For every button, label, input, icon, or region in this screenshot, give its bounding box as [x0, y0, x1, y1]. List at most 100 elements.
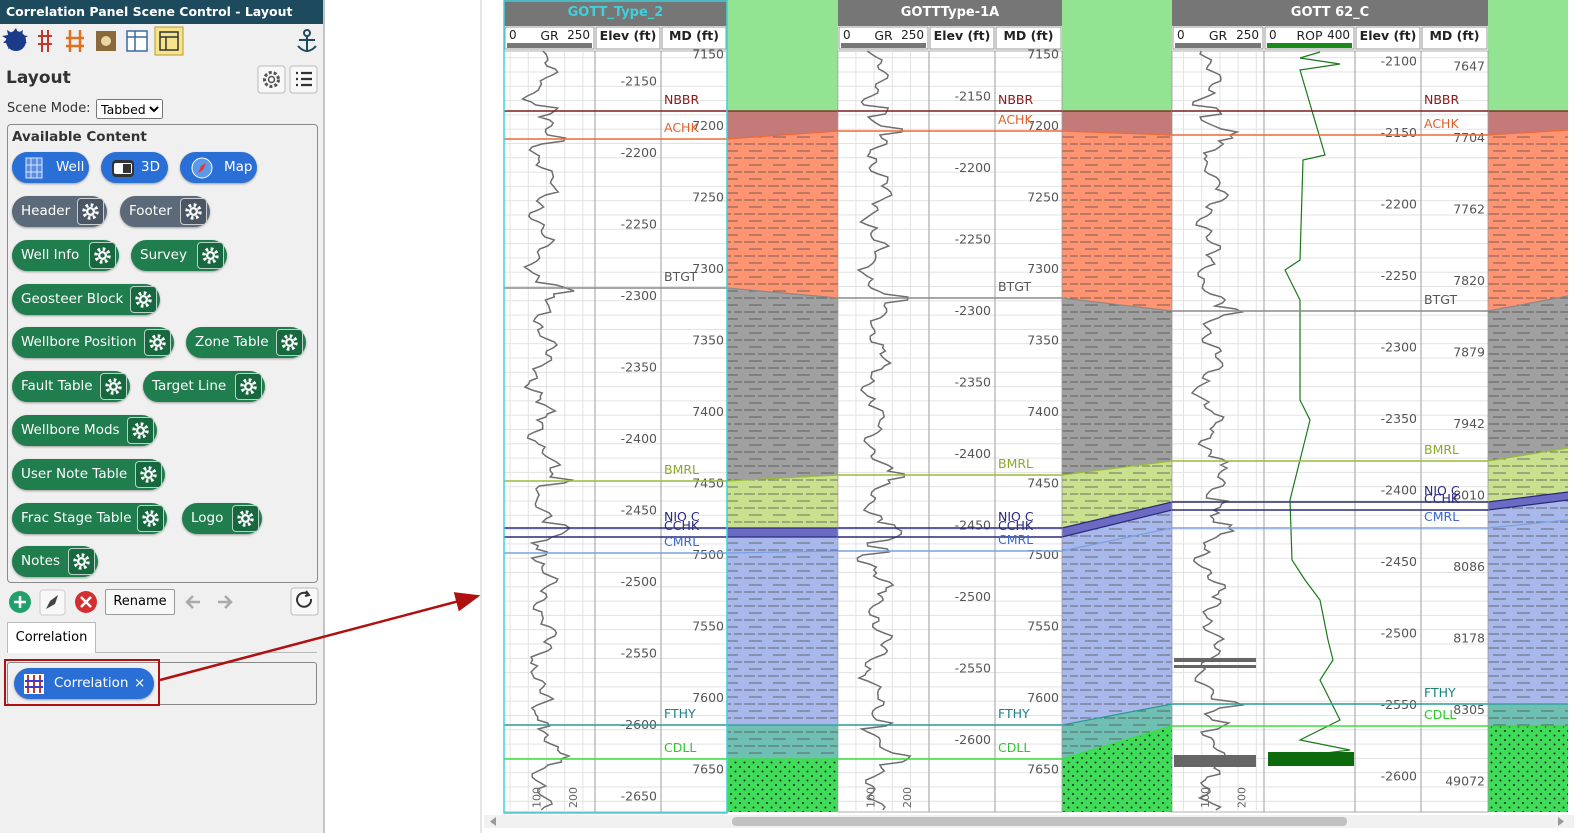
content-button-settings[interactable] — [137, 505, 164, 532]
content-button[interactable]: Fault Table — [12, 371, 130, 402]
content-button[interactable]: Header — [12, 196, 107, 227]
content-button-settings[interactable] — [180, 198, 207, 225]
md-label: 7200 — [1027, 118, 1059, 133]
formation-top-label: NIO C — [1424, 483, 1460, 498]
formation-top-label: CCHK — [998, 518, 1034, 533]
elev-label: -2250 — [1381, 268, 1417, 283]
formation-top-label: BTGT — [1424, 292, 1457, 307]
md-label: 7450 — [692, 476, 724, 491]
elev-label: -2400 — [1381, 483, 1417, 498]
correlation-icon[interactable] — [66, 30, 84, 52]
settings-button[interactable] — [257, 65, 286, 94]
content-button-settings[interactable] — [232, 505, 259, 532]
md-label: 7550 — [692, 619, 724, 634]
track-body — [660, 50, 728, 813]
content-button-settings[interactable] — [197, 242, 224, 269]
scene-mode-select[interactable]: Tabbed — [96, 99, 163, 119]
content-button[interactable]: Geosteer Block — [12, 284, 160, 315]
zone-boundary — [1061, 297, 1173, 312]
track-header — [595, 26, 661, 50]
track-max: 400 — [1327, 28, 1350, 42]
content-button-label: Footer — [129, 203, 172, 219]
formation-top-label: BMRL — [664, 462, 699, 477]
content-button-settings[interactable] — [77, 198, 104, 225]
zone-boundary — [1487, 129, 1569, 136]
content-button-label: Map — [224, 159, 253, 175]
panel-heading: Layout — [6, 68, 71, 88]
rop-curve — [1269, 51, 1351, 761]
content-button[interactable]: Well Info — [12, 240, 119, 271]
content-button-settings[interactable] — [135, 461, 162, 488]
content-button[interactable]: Wellbore Mods — [12, 415, 157, 446]
gr-block — [1174, 665, 1256, 668]
content-button[interactable]: Footer — [120, 196, 210, 227]
gear-icon — [202, 247, 219, 264]
zone-pattern — [1062, 461, 1172, 528]
content-button[interactable]: Notes — [12, 546, 98, 577]
md-label: 7600 — [1027, 690, 1059, 705]
elev-label: -2300 — [621, 288, 657, 303]
zone-boundary — [1487, 499, 1569, 511]
available-content-box — [7, 124, 318, 583]
track-title: MD (ft) — [1003, 28, 1053, 43]
launch-button[interactable] — [39, 589, 66, 616]
content-button[interactable]: Wellbore Position — [12, 327, 174, 358]
wells-icon[interactable] — [38, 30, 52, 52]
table-icon[interactable] — [126, 30, 148, 52]
track-header — [929, 26, 995, 50]
content-button-settings[interactable] — [276, 329, 303, 356]
layout-icon[interactable] — [154, 26, 184, 56]
zone-fill — [1488, 448, 1568, 502]
scene-item-chip[interactable]: Correlation × — [14, 668, 154, 699]
content-button[interactable]: Target Line — [143, 371, 265, 402]
elev-label: -2400 — [621, 431, 657, 446]
content-button-settings[interactable] — [127, 417, 154, 444]
content-button[interactable]: Survey — [131, 240, 227, 271]
content-button[interactable]: Logo — [182, 503, 262, 534]
content-button[interactable]: 3D — [101, 152, 168, 183]
zone-pattern — [727, 288, 838, 481]
gear-icon — [132, 422, 149, 439]
elev-label: -2500 — [621, 574, 657, 589]
scene-item-close[interactable]: × — [134, 675, 146, 691]
content-button-settings[interactable] — [100, 373, 127, 400]
content-button-settings[interactable] — [130, 286, 157, 313]
content-button[interactable]: User Note Table — [12, 459, 165, 490]
content-button-settings[interactable] — [89, 242, 116, 269]
md-label: 7500 — [692, 547, 724, 562]
map-icon[interactable] — [96, 31, 116, 51]
content-button[interactable]: Zone Table — [186, 327, 306, 358]
zone-pattern — [727, 537, 838, 725]
move-right-button[interactable] — [218, 595, 233, 609]
gear-icon — [149, 334, 166, 351]
content-button-settings[interactable] — [144, 329, 171, 356]
elev-label: -2300 — [1381, 340, 1417, 355]
content-button-settings[interactable] — [68, 548, 95, 575]
refresh-button[interactable] — [290, 587, 319, 616]
list-button[interactable] — [289, 65, 318, 94]
scene-tab[interactable]: Correlation — [7, 622, 96, 653]
rename-button[interactable]: Rename — [105, 589, 175, 615]
scrollbar-thumb — [732, 817, 1347, 826]
track-min: 0 — [1269, 28, 1277, 42]
gear-icon — [94, 247, 111, 264]
content-button[interactable]: Frac Stage Table — [12, 503, 167, 534]
md-label: 7150 — [692, 47, 724, 62]
md-label: 8086 — [1453, 559, 1485, 574]
zone-boundary — [1061, 130, 1173, 136]
content-button[interactable]: Well — [12, 152, 89, 183]
track-max: 250 — [1236, 28, 1259, 42]
content-button-label: Survey — [140, 247, 187, 263]
anchor-icon[interactable] — [297, 29, 317, 52]
gr-curve — [1190, 50, 1246, 811]
content-button-settings[interactable] — [235, 373, 262, 400]
globe-icon[interactable] — [2, 28, 28, 51]
md-label: 8305 — [1453, 702, 1485, 717]
delete-button[interactable] — [75, 591, 97, 613]
track-body — [503, 50, 596, 813]
move-left-button[interactable] — [185, 595, 200, 609]
add-button[interactable] — [9, 591, 31, 613]
formation-top-label: FTHY — [998, 706, 1030, 721]
content-button[interactable]: Map — [180, 152, 257, 183]
